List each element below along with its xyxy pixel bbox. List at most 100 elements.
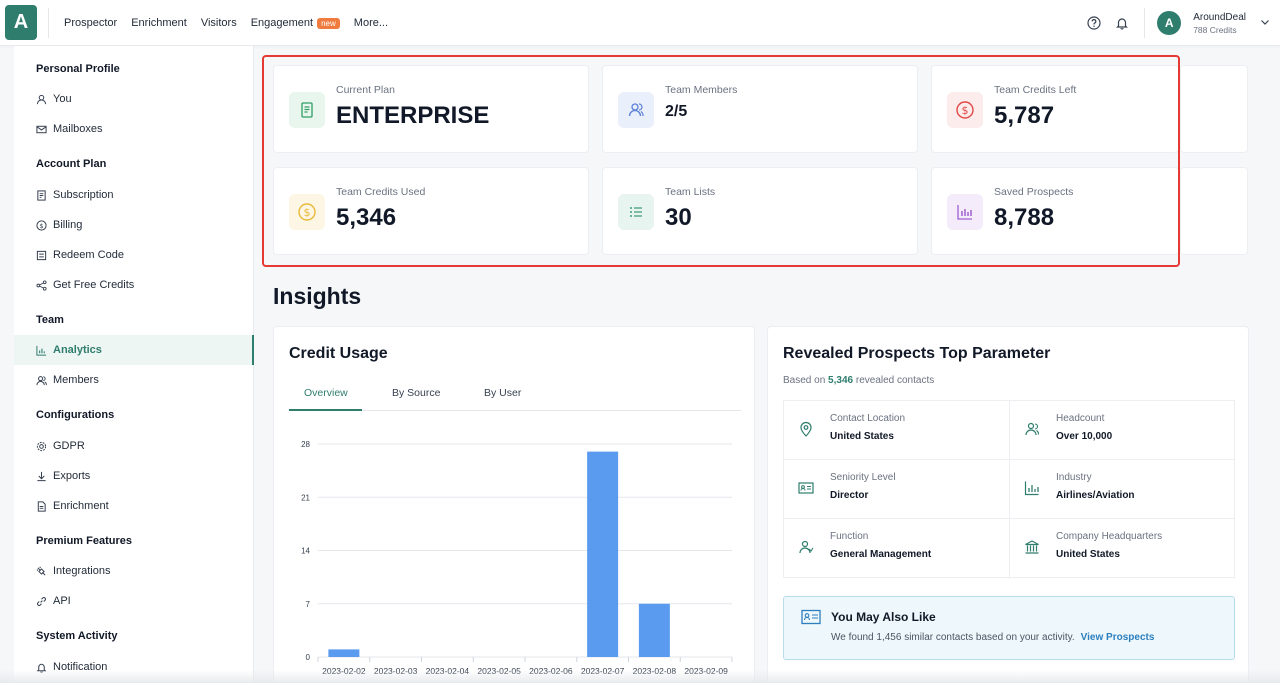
user-info[interactable]: AroundDeal 788 Credits — [1193, 12, 1246, 35]
sidebar-item-label: Redeem Code — [53, 249, 124, 261]
credit-usage-title: Credit Usage — [289, 345, 388, 362]
sidebar-item-mailboxes[interactable]: Mailboxes — [14, 114, 254, 144]
location-pin-icon — [800, 421, 812, 437]
param-label: Function — [830, 531, 869, 542]
main-nav: Prospector Enrichment Visitors Engagemen… — [64, 0, 388, 46]
sidebar-item-label: GDPR — [53, 440, 85, 452]
document-icon — [289, 92, 325, 128]
share-icon — [36, 279, 47, 291]
x-tick-label: 2023-02-03 — [374, 666, 418, 676]
users-icon — [618, 92, 654, 128]
sidebar-item-label: Integrations — [53, 565, 111, 577]
nav-visitors[interactable]: Visitors — [200, 17, 237, 29]
settings-sidebar: Personal Profile You Mailboxes Account P… — [14, 46, 254, 683]
bar-chart-icon — [1024, 481, 1039, 496]
param-value: Over 10,000 — [1056, 431, 1113, 442]
y-tick-label: 14 — [301, 547, 310, 556]
revealed-prospects-panel: Revealed Prospects Top Parameter Based o… — [767, 326, 1249, 683]
sidebar-item-label: Get Free Credits — [53, 279, 135, 291]
x-tick-label: 2023-02-06 — [529, 666, 573, 676]
chart-bar — [638, 603, 670, 657]
user-credits: 788 Credits — [1193, 24, 1237, 35]
stat-value: 5,346 — [336, 204, 397, 231]
avatar[interactable]: A — [1157, 11, 1182, 35]
stat-value: ENTERPRISE — [336, 102, 490, 129]
sidebar-item-you[interactable]: You — [14, 84, 254, 114]
x-tick-label: 2023-02-02 — [322, 666, 366, 676]
gear-icon — [36, 441, 47, 451]
sidebar-item-api[interactable]: API — [14, 586, 254, 616]
user-icon — [799, 540, 814, 554]
sidebar-item-label: Exports — [53, 470, 91, 482]
sidebar-item-label: Members — [53, 374, 99, 386]
tab-by-source[interactable]: By Source — [392, 387, 441, 399]
stat-label: Team Lists — [665, 186, 716, 198]
tab-by-user[interactable]: By User — [484, 387, 522, 399]
param-label: Contact Location — [830, 413, 906, 424]
nav-more[interactable]: More... — [353, 17, 389, 29]
bar-chart-icon — [36, 345, 47, 356]
tab-overview[interactable]: Overview — [304, 387, 348, 399]
mail-icon — [36, 125, 47, 133]
sidebar-item-label: Enrichment — [53, 500, 109, 512]
sidebar-item-get-free-credits[interactable]: Get Free Credits — [14, 270, 254, 300]
may-like-text-row: We found 1,456 similar contacts based on… — [831, 632, 1154, 643]
ticket-icon — [36, 250, 47, 260]
plug-icon — [36, 566, 46, 576]
bank-icon — [1025, 540, 1039, 554]
sidebar-item-exports[interactable]: Exports — [14, 461, 254, 491]
bell-icon[interactable] — [1112, 13, 1132, 33]
top-right-area: A AroundDeal 788 Credits — [1084, 0, 1280, 46]
chevron-down-icon[interactable] — [1260, 14, 1270, 32]
section-personal-profile: Personal Profile — [36, 63, 120, 75]
sidebar-item-members[interactable]: Members — [14, 365, 254, 395]
document-icon — [37, 189, 46, 201]
dollar-circle-icon: $ — [947, 92, 983, 128]
sidebar-item-label: Subscription — [53, 189, 114, 201]
nav-engagement[interactable]: Engagement new — [251, 17, 340, 29]
sidebar-item-redeem-code[interactable]: Redeem Code — [14, 240, 254, 270]
nav-enrichment[interactable]: Enrichment — [131, 17, 187, 29]
stat-label: Team Credits Left — [994, 84, 1077, 96]
top-navigation: A Prospector Enrichment Visitors Engagem… — [0, 0, 1280, 46]
bar-chart-icon — [947, 194, 983, 230]
based-prefix: Based on — [783, 375, 826, 386]
sidebar-item-analytics[interactable]: Analytics — [14, 335, 254, 365]
you-may-also-like-banner: You May Also Like We found 1,456 similar… — [783, 596, 1235, 660]
section-premium-features: Premium Features — [36, 535, 132, 547]
list-icon — [618, 194, 654, 230]
param-label: Company Headquarters — [1056, 531, 1163, 542]
param-label: Seniority Level — [830, 472, 896, 483]
sidebar-item-notification[interactable]: Notification — [14, 652, 254, 682]
user-divider — [1144, 8, 1146, 38]
parameter-grid: Contact Location United States Headcount… — [783, 400, 1235, 579]
revealed-title: Revealed Prospects Top Parameter — [783, 345, 1051, 362]
param-contact-location: Contact Location United States — [784, 401, 1009, 460]
sidebar-item-billing[interactable]: $ Billing — [14, 210, 254, 240]
help-icon[interactable] — [1084, 13, 1104, 33]
sidebar-item-integrations[interactable]: Integrations — [14, 556, 254, 586]
stat-label: Team Credits Used — [336, 186, 426, 198]
sidebar-item-subscription[interactable]: Subscription — [14, 180, 254, 210]
app-logo[interactable]: A — [5, 5, 37, 40]
param-value: United States — [830, 431, 894, 442]
people-icon — [1025, 422, 1040, 436]
view-prospects-link[interactable]: View Prospects — [1080, 632, 1155, 643]
param-seniority-level: Seniority Level Director — [784, 460, 1009, 519]
y-tick-label: 28 — [301, 440, 310, 449]
dollar-circle-icon: $ — [36, 219, 47, 231]
stat-card-current-plan: Current Plan ENTERPRISE — [273, 65, 589, 153]
nav-divider — [48, 8, 49, 38]
param-company-headquarters: Company Headquarters United States — [1010, 519, 1235, 578]
stat-label: Team Members — [665, 84, 738, 96]
grid-divider — [1009, 401, 1010, 579]
based-count: 5,346 — [828, 375, 854, 386]
x-tick-label: 2023-02-05 — [477, 666, 521, 676]
sidebar-item-enrichment[interactable]: Enrichment — [14, 491, 254, 521]
sidebar-item-gdpr[interactable]: GDPR — [14, 431, 254, 461]
logo-letter: A — [13, 11, 29, 33]
new-badge: new — [317, 17, 340, 29]
nav-prospector[interactable]: Prospector — [64, 17, 118, 29]
sidebar-item-label: You — [53, 93, 72, 105]
sidebar-item-label: Billing — [53, 219, 83, 231]
